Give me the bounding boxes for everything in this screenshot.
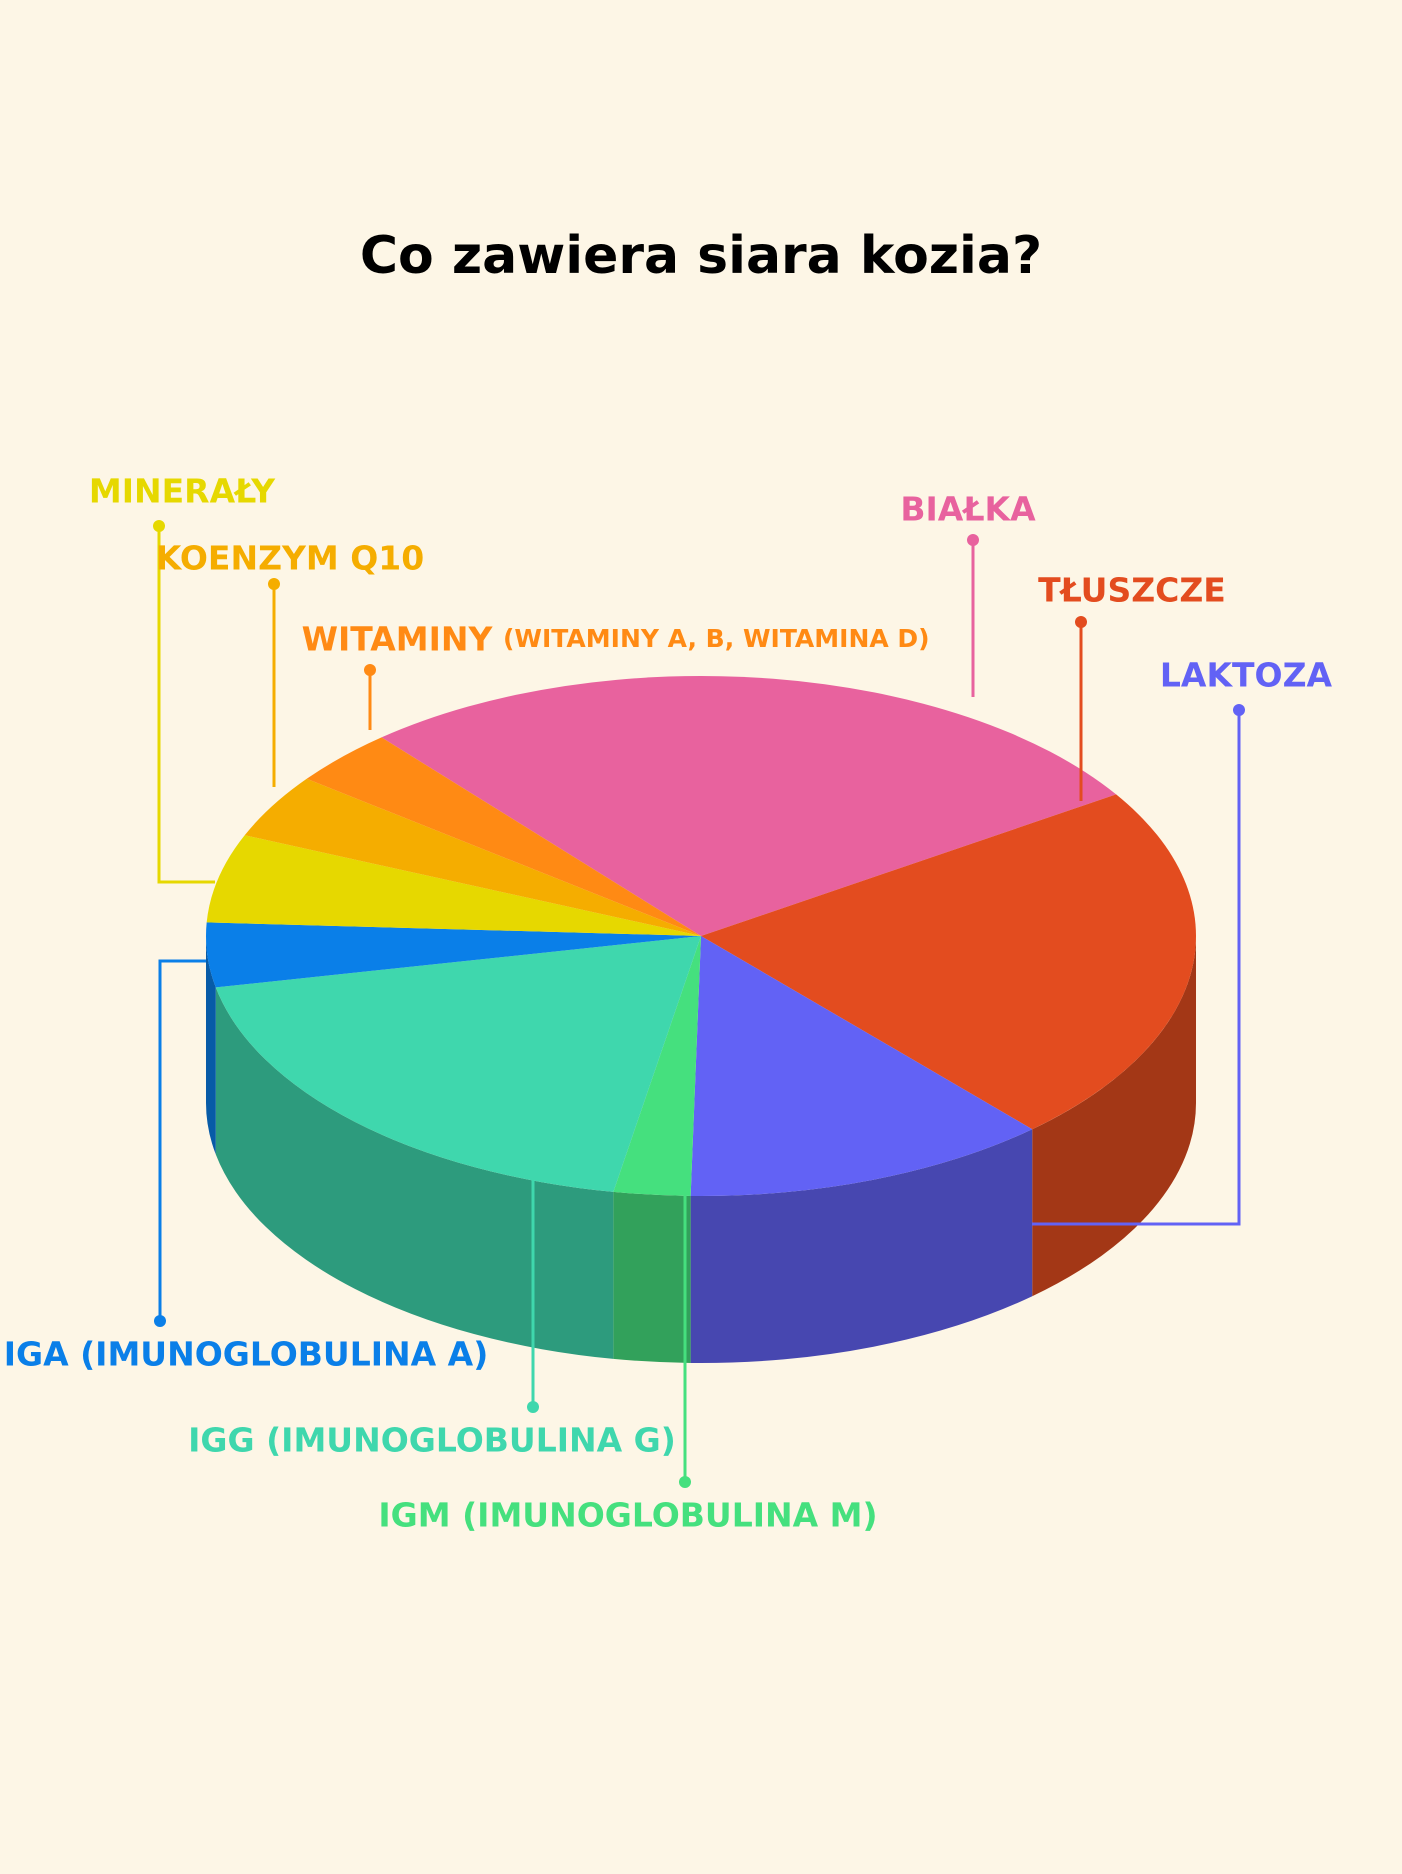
leader-dot — [268, 578, 280, 590]
leader-dot — [153, 520, 165, 532]
slice-label: IGA (IMUNOGLOBULINA A) — [4, 1335, 489, 1374]
slice — [206, 835, 701, 936]
leader-dot — [527, 1401, 539, 1413]
leader-dot — [364, 664, 376, 676]
slice — [690, 936, 1033, 1196]
slice-side — [690, 1129, 1033, 1363]
chart-title: Co zawiera siara kozia? — [360, 226, 1042, 286]
slice-side — [613, 1191, 691, 1363]
slice-sides — [206, 936, 1196, 1363]
leader-line — [1032, 710, 1241, 1226]
slice-tops — [206, 676, 1197, 1196]
slice-side — [206, 936, 216, 1155]
slice — [381, 676, 1117, 936]
leader-dot — [1233, 704, 1245, 716]
leader-line — [157, 526, 215, 884]
slice — [244, 778, 701, 936]
slice — [215, 936, 702, 1192]
slice-label: MINERAŁY — [89, 472, 276, 511]
slice-label: BIAŁKA — [900, 490, 1036, 529]
slice-label: LAKTOZA — [1160, 656, 1333, 695]
annotation: (WITAMINY A, B, WITAMINA D) — [503, 624, 930, 653]
leader-dot — [1075, 616, 1087, 628]
slice-label: IGM (IMUNOGLOBULINA M) — [378, 1496, 877, 1535]
leader-line — [158, 959, 206, 1321]
leader-dot — [679, 1476, 691, 1488]
slice-side — [215, 987, 614, 1359]
slice — [206, 922, 701, 988]
slice-label: WITAMINY — [302, 620, 494, 659]
leader-dot — [154, 1315, 166, 1327]
leader-dot — [967, 534, 979, 546]
slice-side — [1032, 936, 1196, 1297]
slice-label: IGG (IMUNOGLOBULINA G) — [188, 1421, 676, 1460]
slice — [306, 737, 701, 936]
slice — [613, 936, 701, 1196]
slice — [701, 794, 1197, 1130]
slice-label: KOENZYM Q10 — [156, 539, 424, 578]
slice-label: TŁUSZCZE — [1038, 571, 1226, 610]
